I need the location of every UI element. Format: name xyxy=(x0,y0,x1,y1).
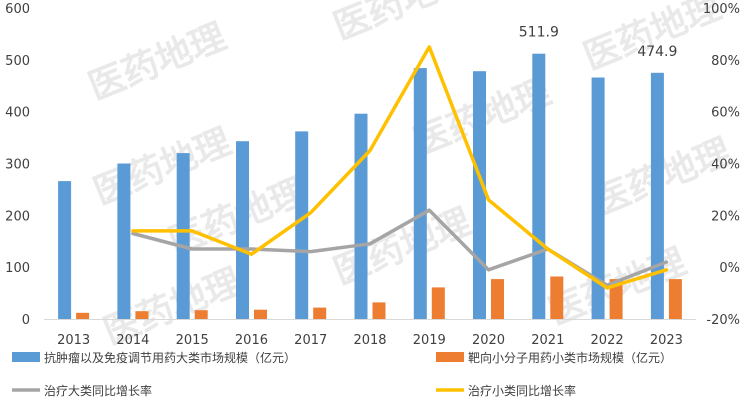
right-axis-tick-label: 60% xyxy=(711,106,740,121)
bar-small-category xyxy=(550,276,564,319)
right-axis-tick-label: 40% xyxy=(711,158,740,173)
bar-small-category xyxy=(491,279,504,319)
bar-small-category xyxy=(431,287,445,319)
x-axis-tick-label: 2023 xyxy=(650,333,683,348)
left-axis-tick-label: 300 xyxy=(5,158,30,173)
bar-large-category xyxy=(117,163,131,319)
bar-small-category xyxy=(668,279,682,319)
bar-small-category xyxy=(609,279,623,319)
x-axis-tick-label: 2014 xyxy=(116,333,149,348)
left-axis-tick-label: 400 xyxy=(5,106,30,121)
x-axis-tick-label: 2015 xyxy=(176,333,209,348)
x-axis-tick-label: 2013 xyxy=(57,333,90,348)
bar-small-category xyxy=(313,307,327,319)
x-axis-tick-label: 2020 xyxy=(472,333,505,348)
watermark-text: 医药地理 xyxy=(83,16,232,108)
x-axis-tick-label: 2019 xyxy=(413,333,446,348)
bar-small-category xyxy=(254,309,267,319)
bar-small-category xyxy=(135,311,149,319)
left-axis-tick-label: 0 xyxy=(22,313,30,328)
bar-large-category xyxy=(58,181,72,319)
bar-large-category xyxy=(236,141,249,319)
x-axis-tick-label: 2022 xyxy=(591,333,624,348)
bar-large-category xyxy=(295,131,309,319)
bar-large-category xyxy=(650,72,664,319)
right-axis-tick-label: 80% xyxy=(711,54,740,69)
bar-small-category xyxy=(372,302,386,319)
left-axis-tick-label: 100 xyxy=(5,261,30,276)
x-axis-tick-label: 2016 xyxy=(235,333,268,348)
data-label: 474.9 xyxy=(637,44,677,60)
right-axis-tick-label: -20% xyxy=(706,313,740,328)
bar-small-category xyxy=(76,312,90,319)
left-axis-tick-label: 200 xyxy=(5,209,30,224)
x-axis-tick-label: 2017 xyxy=(294,333,327,348)
line-small-category-growth xyxy=(131,45,669,290)
right-axis-tick-label: 20% xyxy=(711,209,740,224)
bar-large-category xyxy=(473,71,486,319)
bar-large-category xyxy=(354,113,368,319)
legend-swatch xyxy=(436,352,464,362)
right-axis-tick-label: 0% xyxy=(719,261,740,276)
labels-layer: 511.9 474.9 xyxy=(519,25,678,60)
watermark-text: 医药地理 xyxy=(328,0,477,48)
x-axis-tick-label: 2018 xyxy=(353,333,386,348)
lines-layer xyxy=(131,45,669,290)
left-axis-tick-label: 600 xyxy=(5,2,30,17)
bar-small-category xyxy=(194,310,208,319)
legend-label: 治疗大类同比增长率 xyxy=(44,383,152,398)
data-label: 511.9 xyxy=(519,25,559,41)
legend-label: 治疗小类同比增长率 xyxy=(468,383,576,398)
right-axis-tick-label: 100% xyxy=(703,2,740,17)
legend-label: 抗肿瘤以及免疫调节用药大类市场规模（亿元） xyxy=(44,350,296,365)
bar-large-category xyxy=(591,77,605,319)
bar-large-category xyxy=(532,53,546,319)
bar-large-category xyxy=(413,68,427,319)
x-axis-tick-label: 2021 xyxy=(531,333,564,348)
legend-swatch xyxy=(12,352,40,362)
axes-layer: 0 100 200 300 400 500 600 -20% 0% 20% 40% 60% 80% 100… xyxy=(5,2,740,348)
watermark-text: 医药地理 xyxy=(88,121,237,213)
legend: 抗肿瘤以及免疫调节用药大类市场规模（亿元） 靶向小分子用药小类市场规模（亿元） 治疗… xyxy=(12,350,672,398)
left-axis-tick-label: 500 xyxy=(5,54,30,69)
legend-label: 靶向小分子用药小类市场规模（亿元） xyxy=(468,350,672,365)
bar-large-category xyxy=(176,153,190,319)
